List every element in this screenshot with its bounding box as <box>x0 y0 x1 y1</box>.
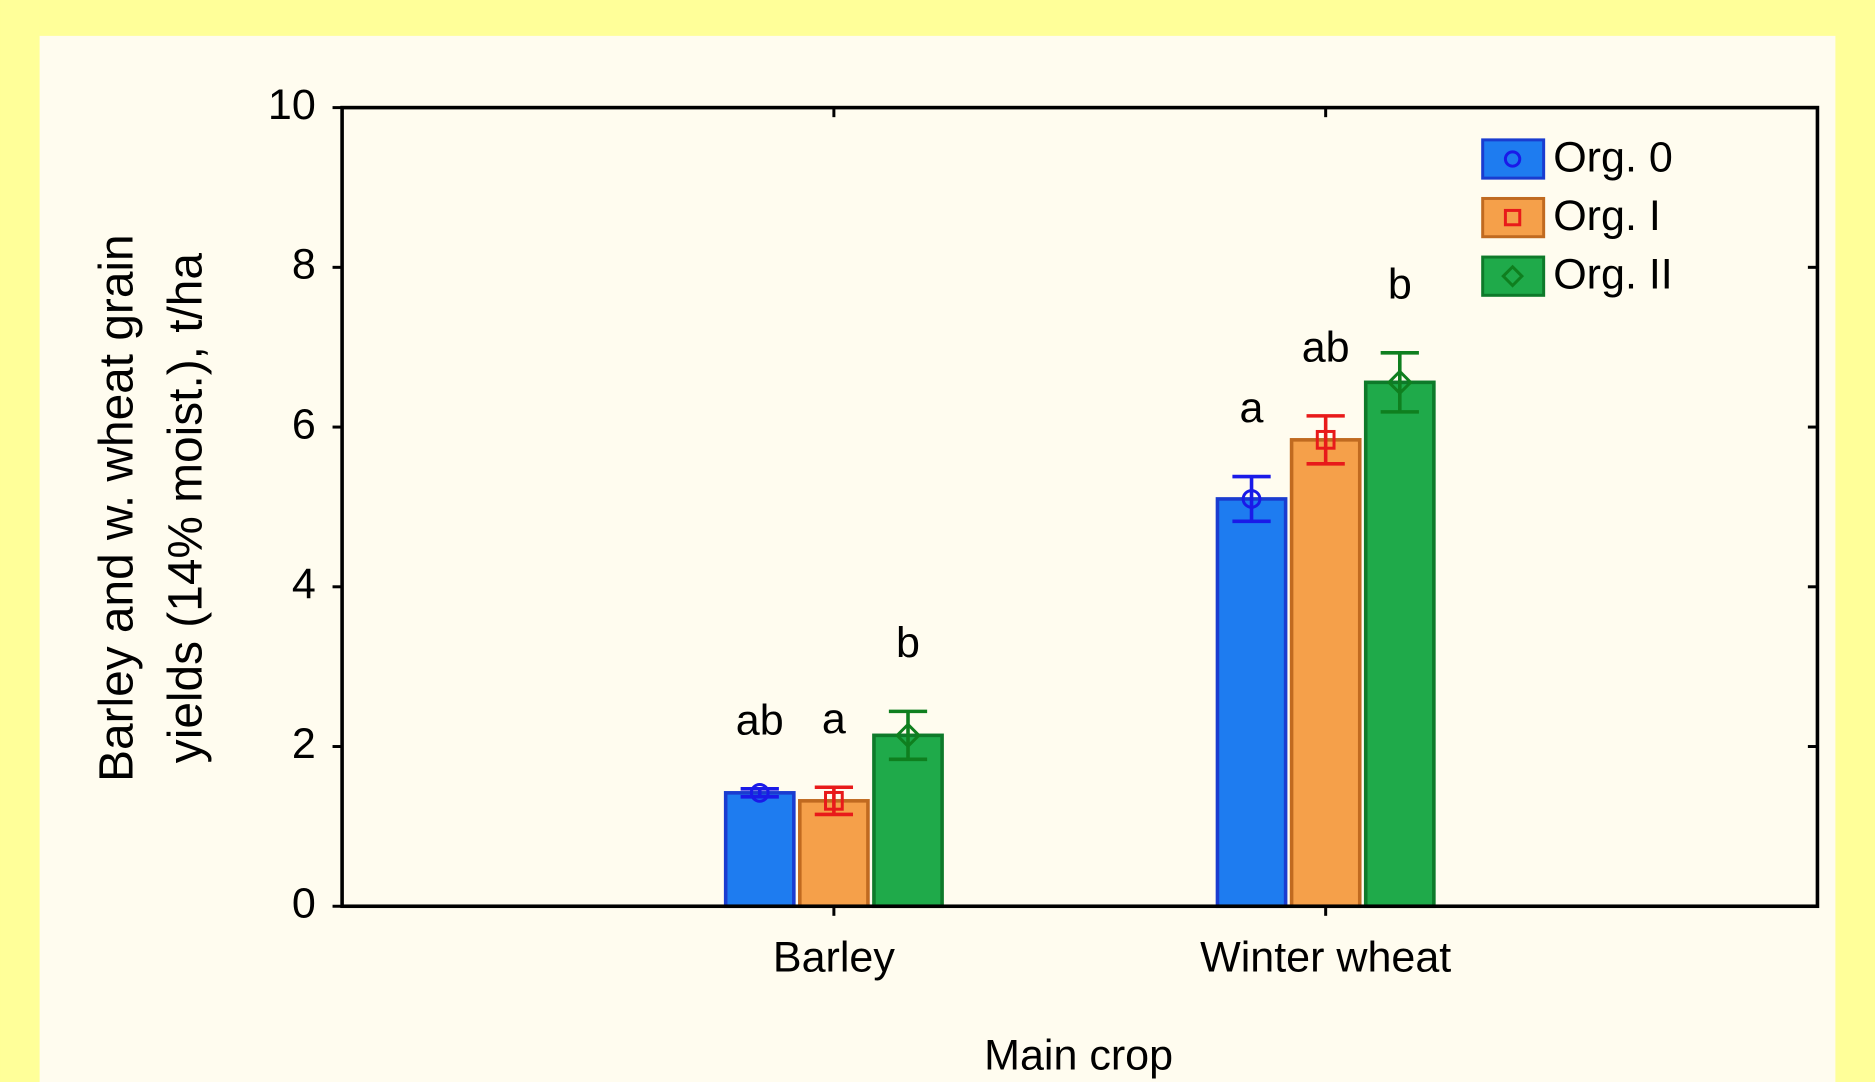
y-tick-label: 2 <box>292 720 316 768</box>
x-tick-label: Barley <box>773 933 895 981</box>
significance-letter: ab <box>736 696 784 744</box>
significance-letter: ab <box>1302 323 1350 371</box>
y-tick-label: 6 <box>292 400 316 448</box>
significance-letter: b <box>1388 260 1412 308</box>
marker <box>824 790 844 811</box>
legend-label: Org. 0 <box>1553 134 1673 182</box>
error-bar <box>1380 350 1419 414</box>
legend-swatch <box>1481 138 1546 180</box>
y-tick-label: 10 <box>268 81 316 129</box>
legend-swatch <box>1481 255 1546 297</box>
y-axis-label: Barley and w. wheat grain yields (14% mo… <box>90 234 212 782</box>
significance-letter: a <box>822 695 846 743</box>
y-tick-label: 4 <box>292 560 316 608</box>
y-tick-label: 0 <box>292 880 316 928</box>
error-bar <box>888 709 928 762</box>
bar <box>798 799 870 909</box>
x-axis-label: Main crop <box>984 1031 1173 1079</box>
marker <box>749 782 770 803</box>
y-tick-label: 8 <box>292 241 316 289</box>
significance-letter: b <box>896 619 920 667</box>
marker <box>1386 369 1413 396</box>
y-axis-label-line: Barley and w. wheat grain <box>90 234 143 782</box>
significance-letter: a <box>1240 384 1264 432</box>
error-bar <box>740 787 779 799</box>
marker <box>1501 264 1525 288</box>
marker <box>895 722 922 749</box>
marker <box>1503 208 1522 227</box>
bar <box>723 791 796 909</box>
bar <box>1215 497 1288 909</box>
error-bar <box>1232 474 1271 524</box>
legend-label: Org. I <box>1553 192 1661 240</box>
legend-swatch <box>1481 196 1546 239</box>
bar <box>1289 438 1362 909</box>
error-bar <box>1306 414 1345 466</box>
plot-frame <box>340 105 1820 909</box>
y-axis-label-line: yields (14% moist.), t/ha <box>160 253 213 764</box>
bar <box>1363 380 1436 909</box>
x-tick-label: Winter wheat <box>1200 933 1451 981</box>
marker <box>1503 150 1522 168</box>
marker <box>1315 429 1336 450</box>
marker <box>1241 489 1262 509</box>
legend-label: Org. II <box>1553 251 1673 299</box>
